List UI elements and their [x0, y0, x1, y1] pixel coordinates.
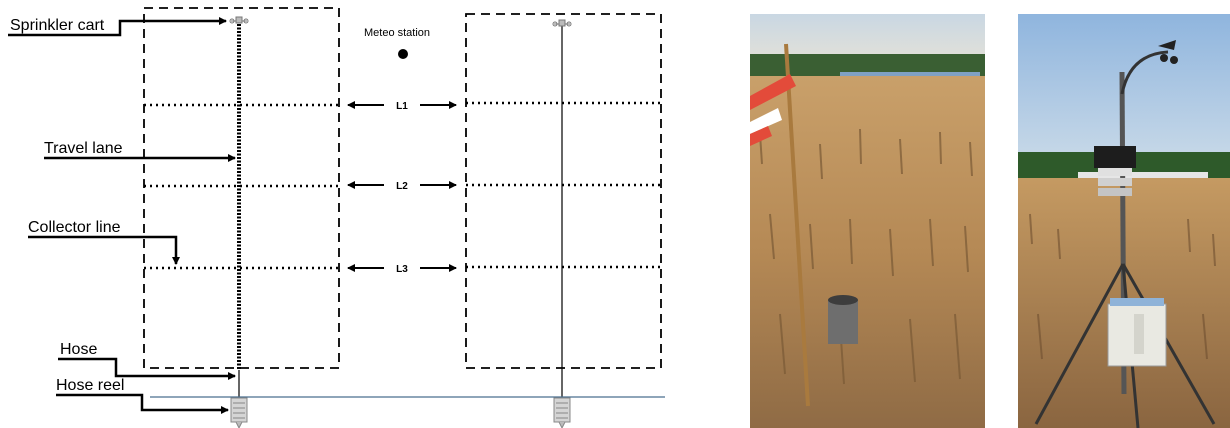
- wind-vane-icon: [1158, 40, 1178, 64]
- meteo-station-marker: [398, 49, 408, 59]
- rain-collector-cup: [828, 295, 858, 344]
- svg-text:Hose reel: Hose reel: [56, 377, 124, 394]
- right-collector-lines: [466, 101, 661, 269]
- marker-pole: [784, 43, 810, 407]
- stubble-field: [750, 76, 985, 428]
- anemometer-arm: [1120, 50, 1169, 95]
- left-collector-lines: [144, 103, 339, 270]
- meteo-station-label: Meteo station: [364, 27, 430, 39]
- treeline: [750, 54, 985, 76]
- left-hose-reel-icon: [230, 397, 248, 428]
- radiation-shield: [1094, 146, 1136, 196]
- lane-l1-label: L1: [396, 101, 408, 112]
- warning-tape: [750, 74, 796, 146]
- collector-field-photo: [750, 14, 985, 428]
- right-hose-reel-icon: [553, 397, 571, 428]
- svg-text:Travel lane: Travel lane: [44, 140, 123, 157]
- lane-l3-indicator: L3: [347, 264, 457, 275]
- lane-l2-label: L2: [396, 181, 408, 192]
- svg-text:Hose: Hose: [60, 341, 97, 358]
- svg-text:Sprinkler cart: Sprinkler cart: [10, 17, 105, 34]
- hose-callout: Hose: [58, 341, 236, 380]
- right-plot-boundary: [465, 13, 662, 369]
- experiment-layout-diagram: Meteo station L1 L2 L3 Sprinkler cart Tr…: [8, 7, 665, 428]
- svg-text:Collector line: Collector line: [28, 219, 121, 236]
- lane-l2-indicator: L2: [347, 181, 457, 192]
- lane-l3-label: L3: [396, 264, 408, 275]
- meteo-station-photo: [1018, 14, 1230, 428]
- hose-reel-callout: Hose reel: [56, 377, 229, 414]
- left-plot-boundary: [143, 7, 340, 369]
- lane-l1-indicator: L1: [347, 101, 457, 112]
- left-sprinkler-cart-icon: [229, 16, 249, 24]
- right-sprinkler-cart-icon: [552, 19, 572, 27]
- travel-lane-callout: Travel lane: [44, 140, 236, 162]
- collector-line-callout: Collector line: [28, 219, 180, 265]
- sprinkler-cart-callout: Sprinkler cart: [8, 17, 227, 37]
- data-logger-box: [1107, 298, 1167, 367]
